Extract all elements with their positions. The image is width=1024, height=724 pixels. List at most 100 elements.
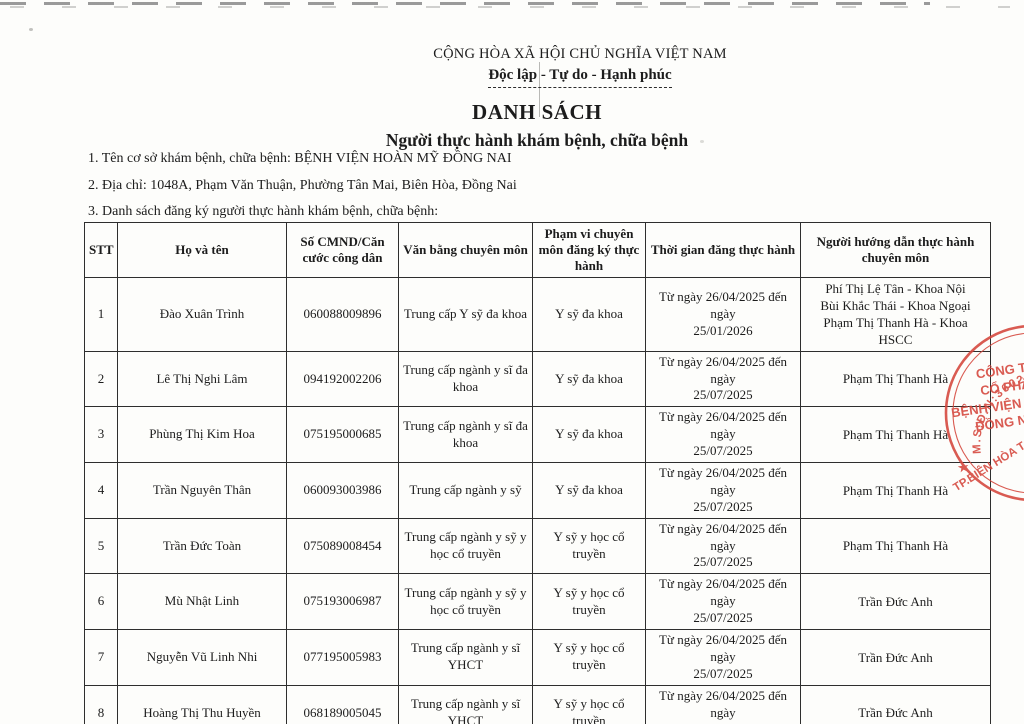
stamp-star-icon: ★ (957, 460, 970, 475)
cell-id: 068189005045 (286, 684, 399, 724)
cell-mentor: Phạm Thị Thanh Hà (800, 406, 991, 463)
period-line: 25/01/2026 (693, 322, 753, 338)
info-line-list-intro: 3. Danh sách đăng ký người thực hành khá… (88, 204, 439, 219)
cell-period: Từ ngày 26/04/2025 đến ngày 25/01/2026 (645, 277, 801, 352)
col-header-stt: STT (84, 222, 118, 278)
cell-stt: 1 (84, 277, 118, 352)
period-line: 25/07/2025 (693, 443, 753, 459)
mentor-line: Phạm Thị Thanh Hà (842, 538, 949, 554)
mentor-line: Trần Đức Anh (858, 594, 933, 610)
col-header-id: Số CMND/Căn cước công dân (286, 222, 399, 278)
cell-degree: Trung cấp ngành y sĩ YHCT (398, 628, 533, 686)
stamp-center-line: CÔNG TY (975, 358, 1024, 381)
mentor-line: Trần Đức Anh (858, 649, 933, 665)
cell-degree: Trung cấp ngành y sỹ (398, 461, 533, 519)
col-header-name: Họ và tên (117, 222, 287, 278)
cell-degree: Trung cấp ngành y sỹ y học cổ truyền (398, 517, 533, 575)
country-line: CỘNG HÒA XÃ HỘI CHỦ NGHĨA VIỆT NAM (433, 46, 727, 62)
cell-scope: Y sỹ y học cổ truyền (532, 628, 646, 686)
cell-id: 060088009896 (286, 277, 399, 352)
cell-id: 077195005983 (286, 628, 399, 686)
table-row: 7 Nguyễn Vũ Linh Nhi 077195005983 Trung … (84, 628, 991, 686)
cell-mentor: Phạm Thị Thanh Hà (800, 517, 991, 575)
national-header: CỘNG HÒA XÃ HỘI CHỦ NGHĨA VIỆT NAM Độc l… (0, 46, 1024, 88)
cell-name: Phùng Thị Kim Hoa (117, 406, 287, 463)
cell-degree: Trung cấp Y sỹ đa khoa (398, 277, 533, 352)
cell-name: Trần Đức Toàn (117, 517, 287, 575)
info-line-facility: 1. Tên cơ sở khám bệnh, chữa bệnh: BỆNH … (88, 151, 512, 166)
cell-stt: 3 (84, 406, 118, 463)
cell-period: Từ ngày 26/04/2025 đến ngày 25/07/2025 (645, 628, 801, 686)
cell-degree: Trung cấp ngành y sĩ đa khoa (398, 406, 533, 463)
stamp-inner-ring (952, 332, 1024, 494)
table-row: 6 Mù Nhật Linh 075193006987 Trung cấp ng… (84, 573, 991, 630)
table-row: 2 Lê Thị Nghi Lâm 094192002206 Trung cấp… (84, 350, 991, 408)
cell-scope: Y sỹ đa khoa (532, 461, 646, 519)
cell-name: Nguyễn Vũ Linh Nhi (117, 628, 287, 686)
cell-scope: Y sỹ đa khoa (532, 350, 646, 408)
period-line: Từ ngày 26/04/2025 đến ngày (658, 520, 787, 553)
fold-line-artifact (539, 62, 540, 117)
cell-name: Hoàng Thị Thu Huyền (117, 684, 287, 724)
period-line: 25/07/2025 (650, 721, 796, 724)
cell-stt: 4 (84, 461, 118, 519)
table-row: 3 Phùng Thị Kim Hoa 075195000685 Trung c… (84, 406, 991, 463)
cell-degree: Trung cấp ngành y sĩ đa khoa (398, 350, 533, 408)
col-header-scope: Phạm vi chuyên môn đăng ký thực hành (532, 222, 646, 278)
cell-mentor: Trần Đức Anh (800, 573, 991, 630)
cell-id: 075195000685 (286, 406, 399, 463)
cell-stt: 8 (84, 684, 118, 724)
mentor-line: Phạm Thị Thanh Hà (842, 482, 949, 498)
cell-scope: Y sỹ đa khoa (532, 406, 646, 463)
period-line: Từ ngày 26/04/2025 đến ngày (658, 576, 787, 609)
cell-scope: Y sỹ y học cổ truyền (532, 684, 646, 724)
cell-id: 075089008454 (286, 517, 399, 575)
cell-scope: Y sỹ đa khoa (532, 277, 646, 352)
cell-scope: Y sỹ y học cổ truyền (532, 517, 646, 575)
cell-scope: Y sỹ y học cổ truyền (532, 573, 646, 630)
motto-line: Độc lập - Tự do - Hạnh phúc (488, 67, 672, 88)
cell-degree: Trung cấp ngành y sĩ YHCT (398, 684, 533, 724)
period-line: 25/07/2025 (693, 554, 753, 570)
cell-name: Mù Nhật Linh (117, 573, 287, 630)
table-row: 8 Hoàng Thị Thu Huyền 068189005045 Trung… (84, 684, 991, 724)
cell-id: 075193006987 (286, 573, 399, 630)
cell-mentor: Phí Thị Lệ Tân - Khoa Nội Bùi Khắc Thái … (800, 277, 991, 352)
cell-name: Trần Nguyên Thân (117, 461, 287, 519)
period-line: Từ ngày 26/04/2025 đến ngày (658, 464, 787, 497)
document-subtitle: Người thực hành khám bệnh, chữa bệnh (385, 130, 689, 150)
mentor-line: Trần Đức Anh (858, 705, 933, 721)
period-line: Từ ngày 26/04/2025 đến ngày (658, 353, 787, 386)
scan-edge-artifact (0, 2, 930, 5)
scan-speck (700, 140, 704, 143)
col-header-degree: Văn bằng chuyên môn (398, 222, 533, 278)
stamp-center-line: CỔ PHẦN (979, 375, 1024, 398)
period-line: Từ ngày 26/04/2025 đến ngày (658, 631, 787, 664)
period-line: Từ ngày 26/04/2025 đến ngày (658, 409, 787, 442)
mentor-line: Phạm Thị Thanh Hà (842, 371, 949, 387)
cell-period: Từ ngày 26/04/2025 đến ngày 25/07/2025 (645, 350, 801, 408)
table-row: 4 Trần Nguyên Thân 060093003986 Trung cấ… (84, 461, 991, 519)
cell-period: Từ ngày 26/04/2025 đến ngày 25/07/2025 (645, 517, 801, 575)
mentor-line: Phạm Thị Thanh Hà (842, 427, 949, 443)
mentor-line: Phí Thị Lệ Tân - Khoa Nội (825, 281, 966, 296)
cell-name: Đào Xuân Trình (117, 277, 287, 352)
col-header-period: Thời gian đăng thực hành (645, 222, 801, 278)
period-line: Từ ngày 26/04/2025 đến ngày (658, 288, 787, 321)
cell-mentor: Trần Đức Anh (800, 628, 991, 686)
registrants-table: STT Họ và tên Số CMND/Căn cước công dân … (84, 222, 991, 724)
period-line: 25/07/2025 (693, 498, 753, 514)
table-row: 5 Trần Đức Toàn 075089008454 Trung cấp n… (84, 517, 991, 575)
title-block: DANH SÁCH Người thực hành khám bệnh, chữ… (0, 100, 1024, 151)
period-line: 25/07/2025 (693, 665, 753, 681)
cell-stt: 7 (84, 628, 118, 686)
cell-stt: 2 (84, 350, 118, 408)
cell-period: Từ ngày 26/04/2025 đến ngày 25/07/2025 (645, 406, 801, 463)
col-header-mentor: Người hướng dẫn thực hành chuyên môn (800, 222, 991, 278)
cell-name: Lê Thị Nghi Lâm (117, 350, 287, 408)
company-stamp: M.S.Đ.N:36024515, ★ CÔNG TY CỔ PHẦN BỆNH… (944, 324, 1024, 502)
cell-period: Từ ngày 26/04/2025 đến ngày 25/07/2025 (645, 573, 801, 630)
stamp-center-line: ĐỒNG N (974, 412, 1024, 434)
mentor-line: Phạm Thị Thanh Hà - Khoa HSCC (823, 315, 968, 348)
